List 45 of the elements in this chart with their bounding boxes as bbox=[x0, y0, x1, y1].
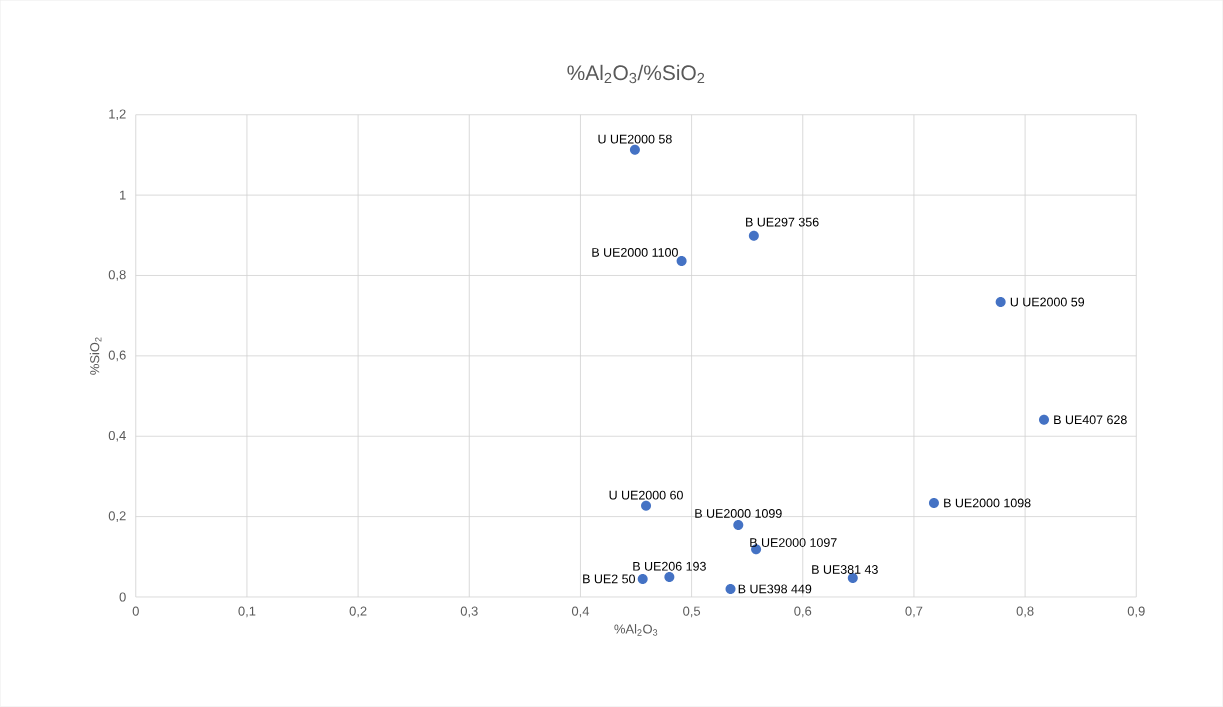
chart-title: %Al$_{2}$O$_{3}$/%SiO$_{2}$ bbox=[567, 64, 705, 84]
y-tick-label: 0,8 bbox=[108, 270, 126, 281]
annotation: U UE2000 60 bbox=[609, 490, 683, 500]
annotation: B UE381 43 bbox=[812, 565, 878, 575]
x-tick-label: 0,7 bbox=[905, 606, 923, 618]
x-tick-label: 0,1 bbox=[238, 606, 256, 618]
point bbox=[725, 584, 736, 595]
x-tick-label: 0,5 bbox=[683, 606, 701, 618]
x-tick-label: 0,4 bbox=[571, 606, 590, 618]
x-tick-label: 0,8 bbox=[1016, 606, 1034, 618]
x-tick-label: 0,9 bbox=[1127, 606, 1145, 618]
annotation: B UE297 356 bbox=[746, 217, 819, 227]
y-tick-label: 1,2 bbox=[109, 109, 126, 121]
x-tick-label: 0,2 bbox=[349, 606, 367, 618]
point bbox=[676, 256, 687, 267]
point bbox=[629, 144, 640, 155]
annotation: B UE2000 1097 bbox=[750, 538, 837, 548]
point bbox=[637, 574, 648, 585]
y-tick-label: 0 bbox=[119, 592, 126, 602]
annotation: U UE2000 59 bbox=[1010, 297, 1085, 307]
x-tick-label: 0,6 bbox=[794, 606, 812, 618]
point bbox=[664, 572, 675, 583]
annotation: U UE2000 58 bbox=[598, 134, 672, 144]
x-tick-label: 0,3 bbox=[460, 606, 478, 618]
point bbox=[995, 297, 1006, 308]
x-tick-label: 0 bbox=[132, 606, 139, 616]
annotation: B UE398 449 bbox=[738, 584, 812, 594]
y-tick-label: 0,2 bbox=[108, 511, 126, 523]
point bbox=[748, 230, 759, 241]
point bbox=[641, 500, 652, 511]
y-tick-label: 0,6 bbox=[108, 350, 126, 362]
annotation: B UE206 193 bbox=[633, 562, 706, 571]
annotation: B UE2000 1099 bbox=[695, 509, 782, 518]
x-axis-title: %Al$_{2}$O$_{3}$ bbox=[614, 624, 658, 636]
point bbox=[1039, 414, 1049, 425]
point bbox=[928, 498, 939, 509]
annotation: B UE2000 1098 bbox=[944, 498, 1031, 508]
point bbox=[847, 573, 858, 584]
annotation: B UE407 628 bbox=[1054, 415, 1127, 425]
y-tick-label: 1 bbox=[120, 190, 126, 200]
annotation: B UE2 50 bbox=[583, 574, 635, 584]
annotation: B UE2000 1100 bbox=[592, 248, 678, 257]
y-axis-title: %SiO$_{2}$ bbox=[89, 337, 102, 375]
y-tick-label: 0,4 bbox=[108, 431, 126, 442]
point bbox=[733, 520, 744, 531]
